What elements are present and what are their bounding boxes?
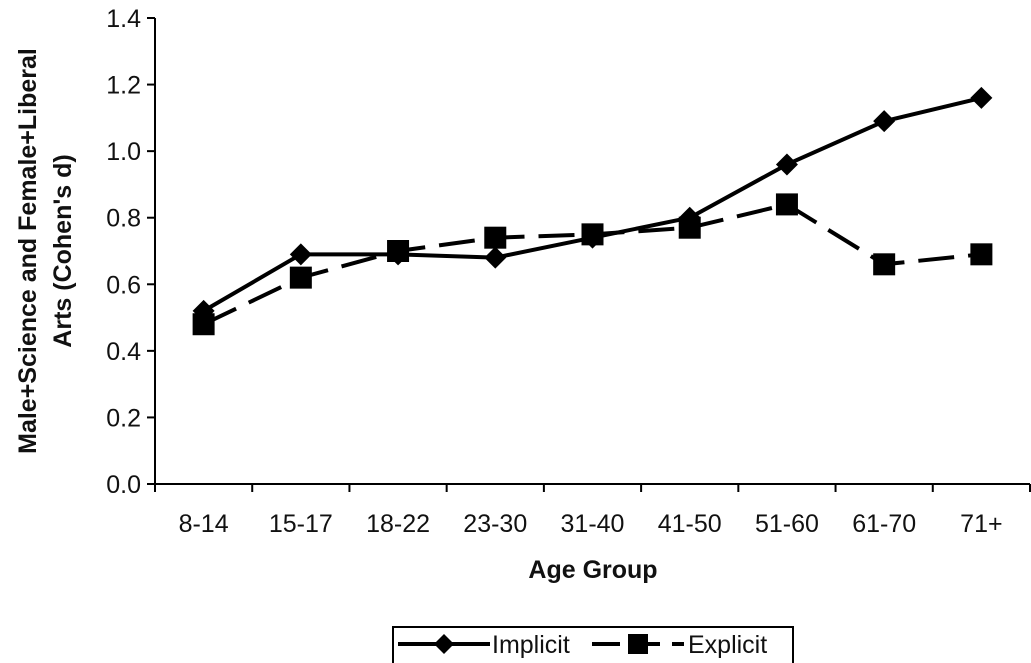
- legend-label-explicit: Explicit: [688, 631, 767, 659]
- x-tick-label: 31-40: [561, 510, 625, 538]
- y-axis-title-line1: Male+Science and Female+Liberal: [14, 48, 42, 454]
- point-implicit: [289, 243, 312, 266]
- y-tick-label: 0.6: [106, 271, 141, 299]
- y-axis-title-line2: Arts (Cohen's d): [49, 154, 77, 347]
- point-implicit: [970, 86, 993, 109]
- y-tick-label: 1.0: [106, 138, 141, 166]
- y-axis-title: Male+Science and Female+Liberal Arts (Co…: [14, 48, 77, 454]
- x-axis-title: Age Group: [528, 556, 657, 584]
- y-tick-label: 0.0: [106, 471, 141, 499]
- point-explicit: [484, 226, 507, 249]
- point-explicit: [970, 243, 993, 266]
- x-tick-label: 51-60: [755, 510, 819, 538]
- x-tick-label: 41-50: [658, 510, 722, 538]
- point-explicit: [289, 266, 312, 289]
- y-tick-label: 0.8: [106, 205, 141, 233]
- y-tick-label: 1.4: [106, 5, 141, 33]
- y-tick-label: 1.2: [106, 72, 141, 100]
- x-tick-label: 18-22: [366, 510, 430, 538]
- y-ticks: 0.0 0.2 0.4 0.6 0.8 1.0 1.2 1.4: [106, 5, 155, 499]
- axes: [154, 18, 1030, 485]
- point-implicit: [484, 246, 507, 269]
- legend-marker-explicit: [628, 634, 648, 654]
- legend: Implicit Explicit: [392, 626, 794, 663]
- series-line-implicit: [202, 95, 982, 313]
- x-ticks: 8-14 15-17 18-22 23-30 31-40 41-50 51-60 61-70 7…: [154, 484, 1031, 538]
- legend-marker-implicit: [434, 634, 454, 654]
- x-tick-label: 15-17: [269, 510, 333, 538]
- point-implicit: [775, 153, 798, 176]
- point-explicit: [775, 193, 798, 216]
- point-implicit: [873, 110, 896, 133]
- x-tick-label: 71+: [960, 510, 1002, 538]
- x-tick-label: 61-70: [852, 510, 916, 538]
- legend-label-implicit: Implicit: [492, 631, 570, 659]
- point-explicit: [873, 253, 896, 276]
- point-explicit: [192, 313, 215, 336]
- x-tick-label: 8-14: [179, 510, 229, 538]
- point-explicit: [678, 216, 701, 239]
- series-layer: [192, 86, 993, 336]
- point-explicit: [581, 223, 604, 246]
- x-tick-label: 23-30: [463, 510, 527, 538]
- y-tick-label: 0.2: [106, 404, 141, 432]
- y-tick-label: 0.4: [106, 338, 141, 366]
- series-line-explicit: [202, 202, 982, 327]
- point-explicit: [387, 240, 410, 262]
